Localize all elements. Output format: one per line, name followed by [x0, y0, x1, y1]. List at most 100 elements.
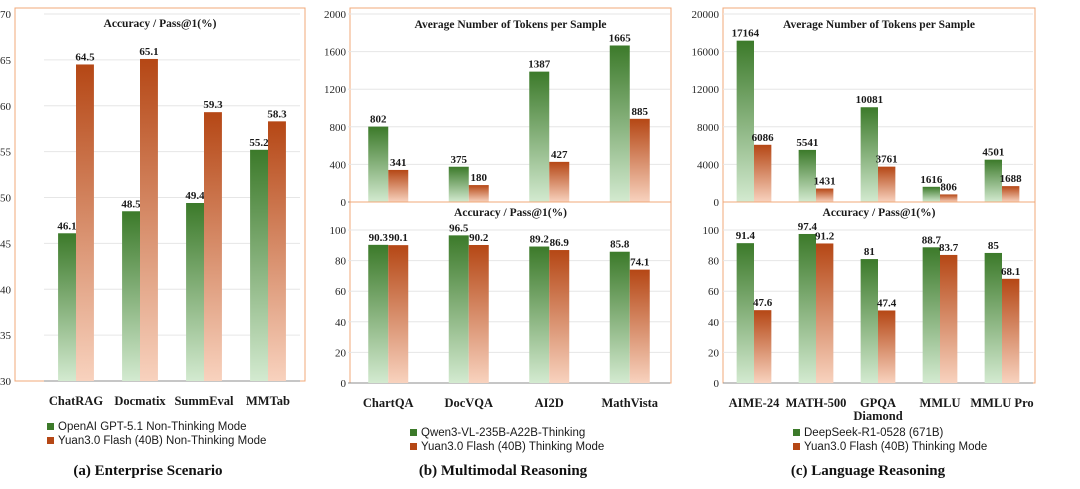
y-tick-label: 40 [335, 317, 347, 329]
data-label: 1665 [609, 32, 632, 44]
data-label: 3761 [876, 154, 898, 166]
data-label: 90.3 [369, 232, 389, 244]
y-tick-label: 800 [330, 122, 347, 134]
bar-orange-1 [816, 188, 834, 202]
data-label: 88.7 [922, 234, 942, 246]
chart-a: 30 35 40 45 50 55 60 65 70 Accuracy / Pass@1(%) 46… [0, 7, 306, 408]
y-tick-label: 4000 [697, 159, 720, 171]
y-tick-label: 2000 [324, 9, 347, 21]
bar-orange-2 [549, 161, 570, 202]
legend-swatch-orange [410, 443, 417, 450]
data-label: 375 [451, 154, 468, 166]
category-label: MMTab [246, 394, 290, 408]
chart-c-top: 0 4000 8000 12000 16000 20000 Average Number o… [692, 7, 1036, 209]
data-label: 74.1 [630, 257, 649, 269]
bar-orange-1 [816, 243, 834, 383]
bar-orange-2 [878, 310, 896, 383]
y-tick-label: 20 [708, 347, 720, 359]
bar-orange-3 [940, 254, 958, 383]
bar-orange-4 [1002, 186, 1020, 202]
y-tick-label: 50 [0, 193, 12, 205]
data-label: 89.2 [530, 234, 550, 246]
y-tick-label: 100 [330, 225, 347, 237]
data-label: 90.2 [469, 232, 489, 244]
y-tick-label: 12000 [692, 84, 720, 96]
bar-orange-0 [388, 245, 409, 383]
y-tick-label: 60 [335, 286, 347, 298]
data-label: 10081 [856, 94, 884, 106]
bar-green-4 [984, 159, 1002, 202]
data-label: 86.9 [550, 237, 570, 249]
legend-swatch-green [47, 423, 54, 430]
y-tick-label: 20 [335, 347, 347, 359]
data-label: 91.2 [815, 230, 835, 242]
y-tick-label: 65 [0, 55, 12, 67]
bar-green-1 [122, 211, 140, 381]
category-label: MATH-500 [786, 396, 847, 410]
y-tick-label: 0 [341, 197, 347, 209]
data-label: 85.8 [610, 239, 630, 251]
bar-green-1 [448, 166, 469, 202]
bar-green-2 [529, 71, 550, 202]
data-label: 4501 [982, 147, 1004, 159]
data-label: 341 [390, 157, 407, 169]
bar-green-0 [736, 40, 754, 202]
plot-title: Accuracy / Pass@1(%) [823, 207, 936, 219]
data-label: 427 [551, 149, 568, 161]
data-label: 58.3 [267, 108, 287, 120]
bar-green-1 [448, 235, 469, 383]
legend-label: OpenAI GPT-5.1 Non-Thinking Mode [58, 421, 247, 433]
bar-orange-1 [468, 244, 489, 383]
bar-orange-3 [629, 118, 650, 202]
data-label: 59.3 [203, 99, 223, 111]
y-tick-label: 100 [703, 225, 720, 237]
bar-green-0 [368, 126, 389, 202]
bar-orange-0 [754, 310, 772, 383]
category-label: MathVista [602, 396, 659, 410]
bar-orange-3 [629, 269, 650, 383]
category-label: MMLU [920, 396, 961, 410]
data-label: 83.7 [939, 242, 959, 254]
data-label: 806 [940, 181, 957, 193]
y-tick-label: 60 [0, 101, 12, 113]
legend-swatch-orange [793, 443, 800, 450]
bar-green-2 [186, 203, 204, 381]
bar-orange-1 [140, 58, 158, 382]
y-tick-label: 30 [0, 376, 12, 388]
bar-orange-2 [549, 250, 570, 383]
data-label: 55.2 [249, 137, 269, 149]
chart-c-bottom: 0 20 40 60 80 100 Accuracy / Pass@1(%) 91.4 47.6… [703, 201, 1036, 423]
legend-a: OpenAI GPT-5.1 Non-Thinking Mode Yuan3.0 … [47, 421, 266, 447]
category-label: Docmatix [114, 394, 166, 408]
data-label: 85 [988, 240, 1000, 252]
y-tick-label: 1200 [324, 84, 347, 96]
caption-multimodal: (b) Multimodal Reasoning [419, 463, 588, 479]
data-label: 90.1 [389, 232, 408, 244]
bar-orange-1 [468, 185, 489, 202]
data-label: 48.5 [121, 198, 141, 210]
data-label: 1616 [920, 174, 943, 186]
y-tick-label: 55 [0, 147, 12, 159]
bar-orange-3 [268, 121, 286, 381]
data-label: 1688 [1000, 173, 1023, 185]
bar-green-4 [984, 252, 1002, 383]
data-label: 65.1 [139, 46, 158, 58]
legend-swatch-green [793, 429, 800, 436]
bar-green-3 [922, 186, 940, 202]
plot-title: Accuracy / Pass@1(%) [104, 18, 217, 30]
data-label: 5541 [796, 137, 818, 149]
data-label: 17164 [732, 28, 760, 40]
legend-label: Yuan3.0 Flash (40B) Non-Thinking Mode [58, 435, 266, 447]
caption-enterprise: (a) Enterprise Scenario [73, 463, 222, 479]
data-label: 97.4 [798, 221, 818, 233]
y-tick-label: 40 [708, 317, 720, 329]
data-label: 47.4 [877, 297, 897, 309]
y-tick-label: 0 [341, 378, 347, 390]
data-label: 49.4 [185, 190, 205, 202]
category-label: DocVQA [444, 396, 493, 410]
legend-label: Yuan3.0 Flash (40B) Thinking Mode [421, 441, 604, 453]
data-label: 47.6 [753, 297, 773, 309]
category-label: Diamond [853, 409, 902, 423]
bar-green-3 [922, 247, 940, 383]
